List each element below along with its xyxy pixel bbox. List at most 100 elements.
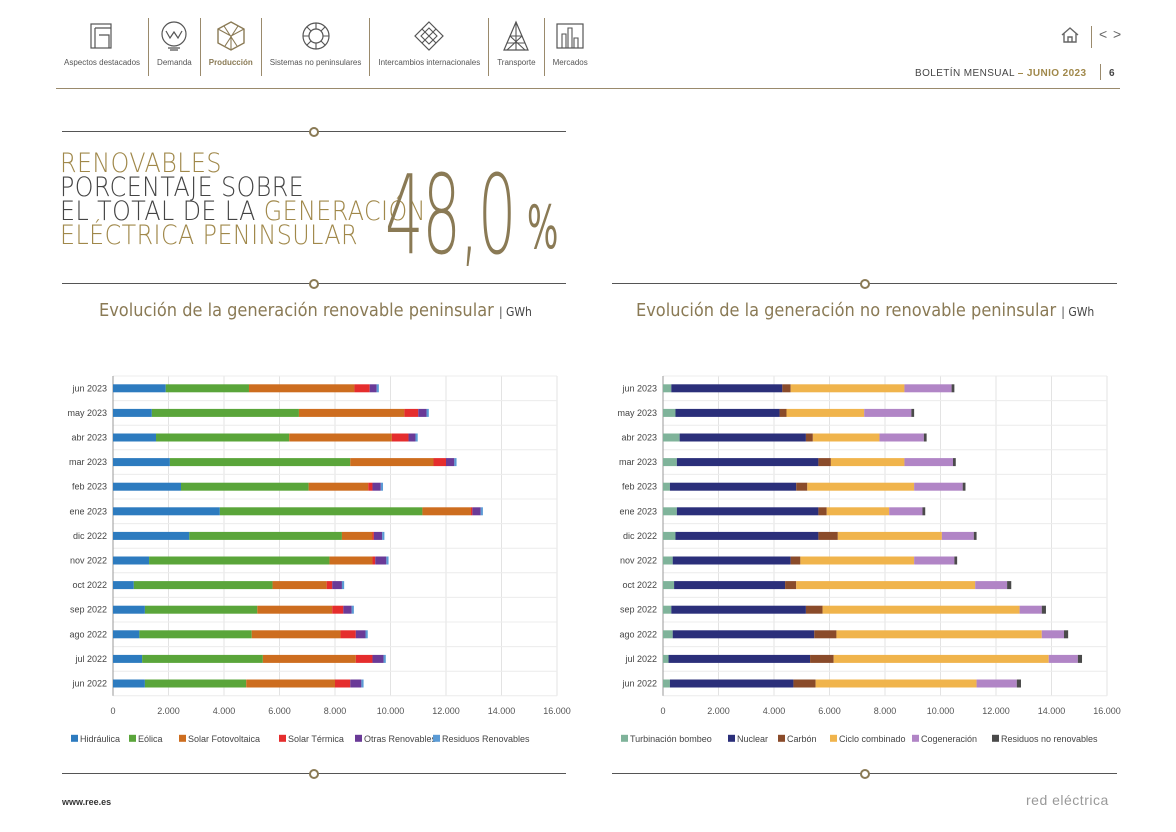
decor-dot	[860, 279, 870, 289]
x-tick-label: 2.000	[707, 706, 730, 716]
bar-segment	[246, 679, 335, 688]
chevron-right-icon[interactable]: >	[1113, 26, 1122, 42]
x-tick-label: 10.000	[927, 706, 955, 716]
chart-title-renewable: Evolución de la generación renovable pen…	[99, 300, 532, 321]
bar-segment	[113, 482, 181, 491]
bar-segment	[335, 679, 351, 688]
divider	[1100, 64, 1101, 80]
bar-segment	[165, 384, 249, 393]
y-tick-label: jul 2022	[624, 654, 657, 664]
bar-segment	[807, 482, 915, 491]
bar-segment	[671, 605, 806, 614]
bar-segment	[663, 605, 672, 614]
nonrenewable-chart: 0 2.000 4.000 6.000 8.000 10.000 12.000 14.000 1…	[617, 375, 1121, 744]
bar-segment	[375, 556, 387, 565]
bar-segment	[372, 556, 376, 565]
x-tick-label: 12.000	[432, 706, 460, 716]
x-tick-label: 6.000	[268, 706, 291, 716]
demand-icon	[161, 21, 187, 51]
bar-segment	[676, 458, 819, 467]
nav-item-intercambios[interactable]: Intercambios internacionales	[370, 18, 490, 76]
bar-segment	[818, 531, 838, 540]
x-tick-label: 8.000	[874, 706, 897, 716]
legend-label: Solar Fotovoltaica	[188, 734, 260, 744]
legend-label: Cogeneración	[921, 734, 977, 744]
bar-segment	[976, 679, 1017, 688]
bar-segment	[904, 458, 953, 467]
nav-item-produccion[interactable]: Producción	[201, 18, 262, 76]
bar-segment	[142, 654, 263, 663]
bar-segment	[663, 531, 676, 540]
bar-segment	[679, 433, 806, 442]
bar-segment	[973, 531, 977, 540]
chart-unit: | GWh	[1061, 305, 1095, 319]
bulletin-title: BOLETÍN MENSUAL – JUNIO 2023	[915, 68, 1086, 79]
nav-item-mercados[interactable]: Mercados	[545, 18, 596, 76]
bar-segment	[372, 482, 381, 491]
bar-segment	[663, 408, 676, 417]
bar-segment	[382, 531, 385, 540]
non-peninsular-icon	[301, 22, 330, 50]
home-icon[interactable]	[1060, 26, 1080, 44]
renewable-chart: 0 2.000 4.000 6.000 8.000 10.000 12.000 14.000 1…	[67, 375, 571, 744]
bar-segment	[454, 458, 457, 467]
bar-segment	[663, 384, 672, 393]
decor-dot	[860, 769, 870, 779]
decor-dot	[309, 279, 319, 289]
bar-segment	[818, 507, 827, 516]
footer-logo: red eléctrica	[1026, 792, 1109, 808]
legend-swatch	[912, 734, 919, 742]
bar-segment	[289, 433, 392, 442]
x-tick-label: 10.000	[377, 706, 405, 716]
bar-segment	[144, 605, 258, 614]
y-tick-label: jun 2023	[621, 383, 657, 393]
bar-segment	[248, 384, 355, 393]
nav-item-sistemas[interactable]: Sistemas no peninsulares	[262, 18, 371, 76]
bar-segment	[343, 605, 352, 614]
transport-icon	[503, 20, 530, 51]
y-tick-label: ago 2022	[619, 629, 657, 639]
bar-segment	[941, 531, 974, 540]
bar-segment	[796, 482, 808, 491]
y-tick-label: feb 2023	[622, 482, 657, 492]
section-nav: Aspectos destacados Demanda Producción S…	[56, 18, 596, 82]
bar-segment	[113, 556, 150, 565]
legend-swatch	[728, 734, 735, 742]
nav-item-aspectos[interactable]: Aspectos destacados	[56, 18, 150, 76]
bar-segment	[408, 433, 416, 442]
bar-segment	[668, 654, 811, 663]
footer-url[interactable]: www.ree.es	[62, 797, 112, 807]
bar-segment	[790, 556, 801, 565]
y-tick-label: jun 2022	[71, 679, 107, 689]
bar-segment	[836, 630, 1042, 639]
bar-segment	[340, 630, 356, 639]
bar-segment	[914, 556, 955, 565]
bar-segment	[793, 679, 816, 688]
nav-item-transporte[interactable]: Transporte	[489, 18, 545, 76]
bar-segment	[380, 482, 384, 491]
nav-item-demanda[interactable]: Demanda	[149, 18, 201, 76]
bar-segment	[355, 654, 373, 663]
headline-line2: PORCENTAJE SOBRE	[60, 172, 305, 203]
legend-swatch	[433, 734, 440, 742]
bar-segment	[418, 408, 427, 417]
chevron-left-icon[interactable]: <	[1099, 26, 1108, 42]
legend-label: Hidráulica	[80, 734, 120, 744]
bar-segment	[790, 384, 905, 393]
bar-segment	[470, 507, 473, 516]
bar-segment	[341, 531, 373, 540]
bar-segment	[812, 433, 880, 442]
bar-segment	[814, 630, 837, 639]
bar-segment	[663, 458, 677, 467]
x-tick-label: 14.000	[1038, 706, 1066, 716]
bar-segment	[151, 408, 299, 417]
legend-label: Ciclo combinado	[839, 734, 906, 744]
legend-swatch	[129, 734, 136, 742]
bar-segment	[782, 384, 791, 393]
x-tick-label: 2.000	[157, 706, 180, 716]
bar-segment	[156, 433, 290, 442]
headline-line4: ELÉCTRICA PENINSULAR	[60, 220, 359, 251]
bar-segment	[1041, 630, 1064, 639]
bar-segment	[372, 654, 384, 663]
bar-segment	[113, 458, 170, 467]
